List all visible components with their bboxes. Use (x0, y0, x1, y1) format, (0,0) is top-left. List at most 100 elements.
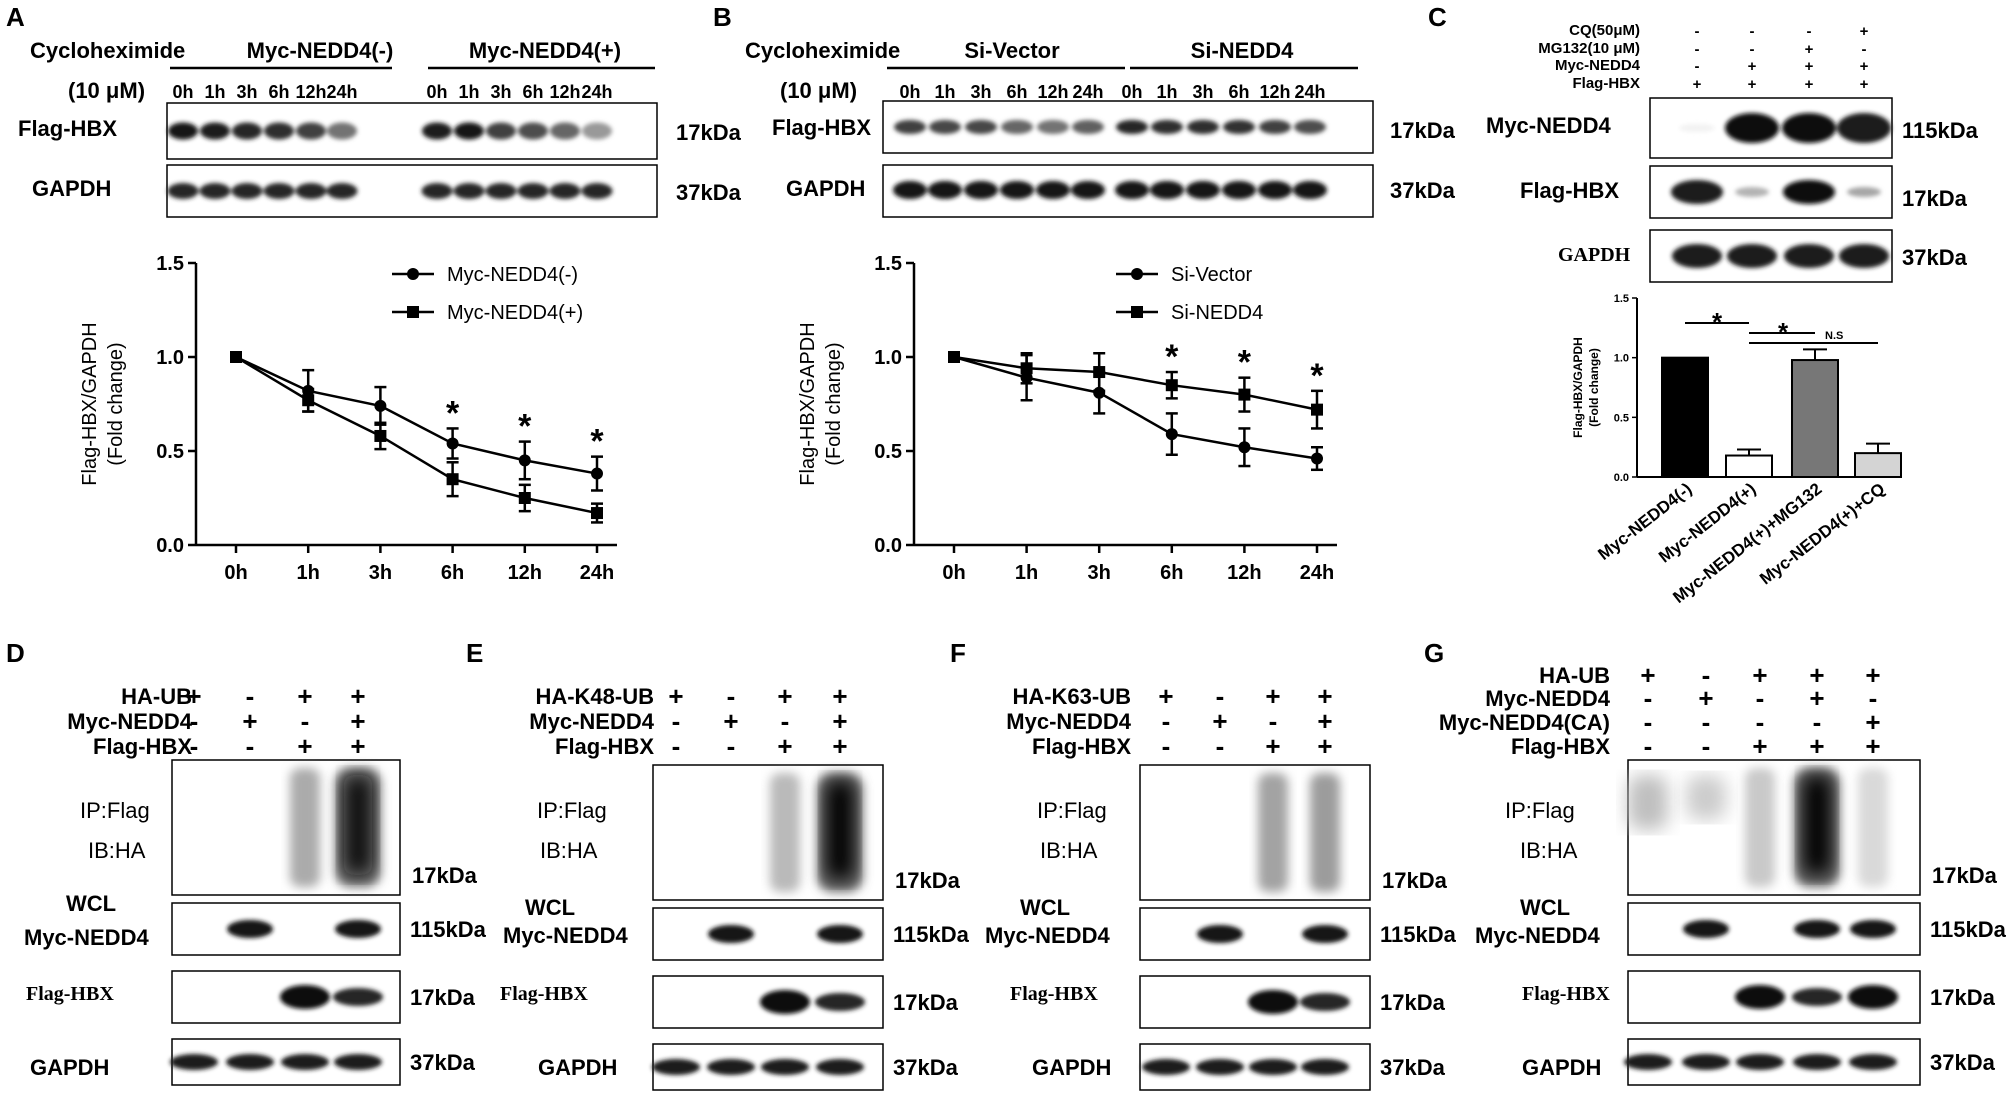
gapdh-bands (1142, 1059, 1349, 1075)
treatment-sign: + (1860, 23, 1869, 40)
legend-label: Myc-NEDD4(+) (447, 302, 583, 324)
timepoint-label: 1h (204, 82, 225, 102)
blot-band (1839, 244, 1889, 268)
blot-band (1727, 244, 1777, 268)
x-tick-label: 1h (1015, 562, 1038, 584)
timepoint-label: 12h (1037, 82, 1068, 102)
timepoint-label: 12h (549, 82, 580, 102)
significance-star: * (1165, 338, 1179, 376)
kda-115: 115kDa (1902, 118, 1979, 143)
blot-band (421, 183, 453, 199)
timepoint-label: 3h (490, 82, 511, 102)
treatment-sign: - (1702, 707, 1711, 737)
treatment-sign: - (727, 681, 736, 711)
ib-label: IB:HA (1040, 838, 1098, 863)
treatment-sign: - (727, 731, 736, 761)
data-point (374, 399, 387, 412)
flag-bands (760, 990, 865, 1014)
x-tick-label: 6h (1160, 562, 1183, 584)
blot-label-flag-hbx: Flag-HBX (1522, 983, 1610, 1005)
kda-37: 37kDa (1930, 1050, 1996, 1075)
kda-115: 115kDa (893, 922, 970, 947)
cycloheximide-label: Cycloheximide (745, 38, 900, 63)
treatment-sign: + (1693, 76, 1702, 93)
treatment-sign: - (1702, 731, 1711, 761)
significance-star: * (590, 423, 604, 461)
significance-star: * (1310, 357, 1324, 395)
blot-band (1197, 925, 1243, 943)
treatment-sign: + (1265, 681, 1280, 711)
ub-smear (1858, 768, 1888, 887)
treatment-row-label: HA-K48-UB (535, 684, 654, 709)
ub-smear-body (1745, 768, 1775, 887)
panel-a: A Cycloheximide (10 μM) Myc-NEDD4(-) Myc… (6, 2, 742, 584)
data-point (1093, 366, 1106, 379)
timepoint-label: 24h (1294, 82, 1325, 102)
kda-17: 17kDa (412, 863, 478, 888)
blot-band (1115, 181, 1149, 199)
kda-37: 37kDa (1390, 178, 1456, 203)
data-point (374, 429, 387, 442)
x-tick-label: 12h (508, 562, 542, 584)
series-line (953, 355, 1318, 411)
treatment-row-label: CQ(50μM) (1569, 22, 1640, 39)
data-point (446, 437, 459, 450)
blot-band (1302, 925, 1348, 943)
bar (1661, 356, 1709, 478)
treatment-row-label: HA-UB (1539, 663, 1610, 688)
y-tick-label: 1.0 (874, 347, 902, 369)
ip-smears (1258, 773, 1340, 892)
treatment-sign: + (832, 731, 847, 761)
treatment-sign: + (1805, 76, 1814, 93)
blot-band (929, 120, 961, 134)
blot-band (335, 920, 381, 938)
blot-band (200, 122, 230, 140)
ub-smear-body (1803, 775, 1831, 875)
flag-bands (280, 985, 383, 1009)
blot-band (1259, 120, 1291, 134)
treatment-sign: - (1756, 683, 1765, 713)
blot-band (1222, 181, 1256, 199)
treatment-sign: - (1807, 23, 1812, 40)
blot-band (550, 122, 580, 140)
ip-smears (770, 773, 863, 892)
blot-band (1151, 120, 1183, 134)
treatment-sign: - (1269, 706, 1278, 736)
ub-smear-body (1310, 773, 1340, 892)
ip-smears (1628, 768, 1888, 887)
kda-115: 115kDa (1930, 917, 2007, 942)
treatment-sign: + (1640, 660, 1655, 690)
data-point (518, 454, 531, 467)
timepoint-label: 1h (1156, 82, 1177, 102)
y-tick-label: 1.0 (156, 347, 184, 369)
kda-17: 17kDa (410, 985, 476, 1010)
blot-band (296, 122, 326, 140)
treatment-sign: + (1809, 660, 1824, 690)
blot-band (1036, 181, 1070, 199)
legend-label: Si-Vector (1171, 264, 1252, 286)
treatment-sign: + (668, 681, 683, 711)
line-chart-b: 0.0 0.5 1.0 1.5 0h 1h 3h 6h 12h 24h Flag-HBX/GAPDH… (797, 253, 1337, 584)
blot-label-gapdh: GAPDH (1558, 244, 1631, 266)
blot-label-gapdh: GAPDH (30, 1055, 109, 1080)
blot-band (815, 993, 865, 1011)
data-point (230, 351, 242, 363)
ip-smears (290, 768, 381, 887)
treatment-sign: + (832, 681, 847, 711)
treatment-row-label: Flag-HBX (93, 734, 192, 759)
treatment-row-label: Flag-HBX (1032, 734, 1131, 759)
treatment-row-label: Flag-HBX (555, 734, 654, 759)
ubiquitination-panels: DHA-UB+ - + +Myc-NEDD4- + - +Flag-HBX- - + +IP:Fl… (6, 638, 2007, 1091)
treatment-sign: - (1750, 23, 1755, 40)
blot-label-flag-hbx: Flag-HBX (772, 115, 871, 140)
blot-band (327, 122, 357, 140)
legend-label: Myc-NEDD4(-) (447, 264, 578, 286)
blot-band (486, 122, 516, 140)
treatment-sign: - (672, 731, 681, 761)
ub-smear-body (1686, 775, 1726, 820)
x-tick-label: 1h (297, 562, 320, 584)
blot-label-gapdh: GAPDH (538, 1055, 617, 1080)
blot-band (1072, 120, 1104, 134)
treatment-sign: - (301, 706, 310, 736)
blot-band (170, 1054, 218, 1070)
